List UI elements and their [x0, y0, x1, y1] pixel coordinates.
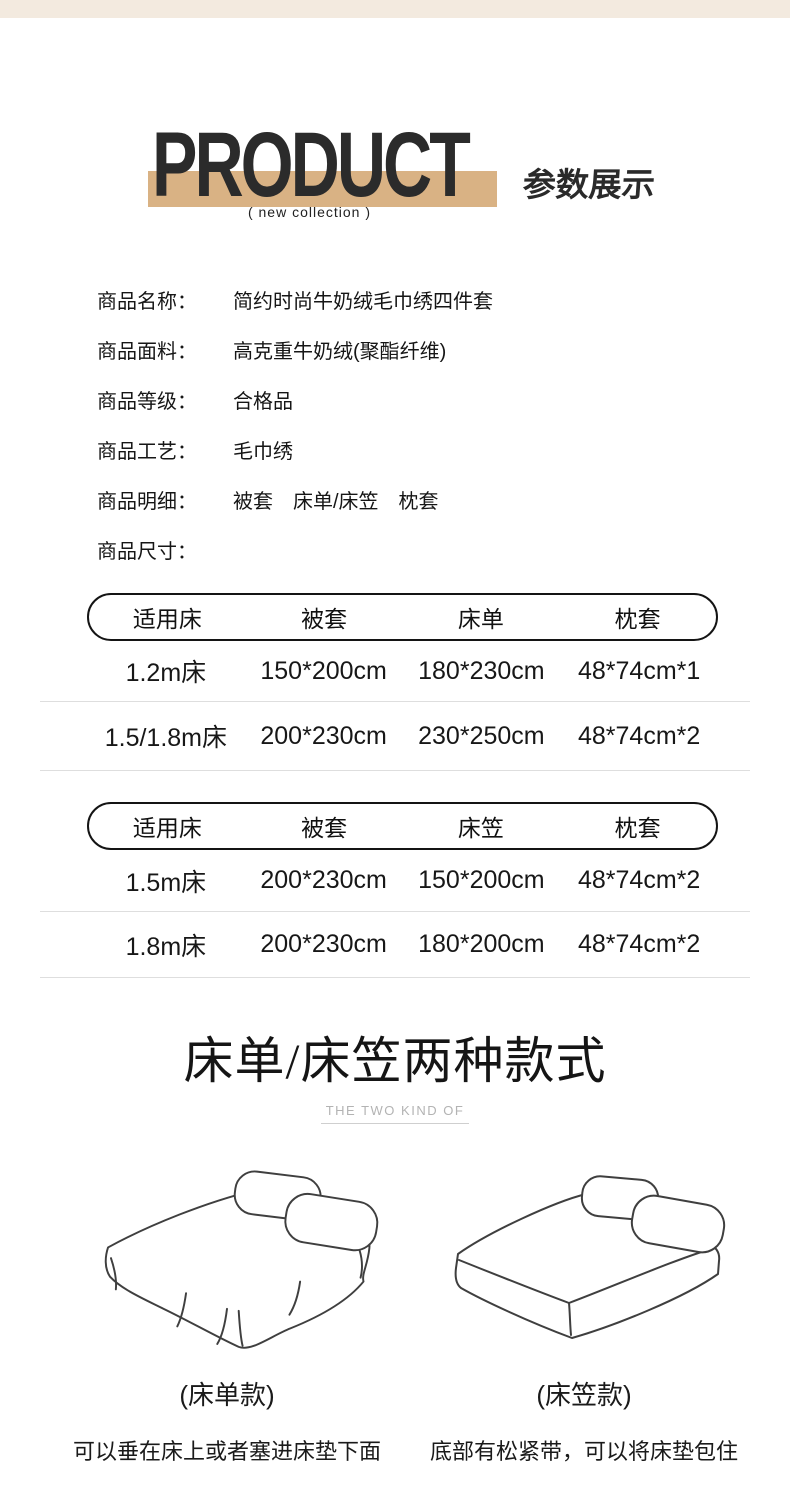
spec-row-craft: 商品工艺： 毛巾绣 — [97, 424, 790, 474]
cell: 150*200cm — [260, 656, 387, 685]
spec-row-name: 商品名称： 简约时尚牛奶绒毛巾绣四件套 — [97, 274, 790, 324]
size-table-header: 适用床 被套 床笠 枕套 — [87, 802, 718, 850]
col-header: 适用床 — [132, 815, 202, 841]
col-header: 被套 — [301, 606, 348, 632]
cell: 48*74cm*2 — [577, 930, 701, 958]
table-row: 1.5m床 200*230cm 150*200cm 48*74cm*2 — [40, 850, 750, 912]
spec-label: 商品名称： — [97, 290, 197, 313]
styles-section-subtitle: THE TWO KIND OF — [320, 1103, 470, 1124]
col-header: 枕套 — [614, 606, 661, 632]
fitted-sheet-column: (床笠款) 底部有松紧带，可以将床垫包住 — [424, 1162, 744, 1466]
fitted-sheet-description: 底部有松紧带，可以将床垫包住 — [429, 1439, 738, 1464]
col-header: 适用床 — [132, 606, 202, 632]
cell: 1.2m床 — [125, 659, 207, 687]
fitted-sheet-caption: (床笠款) — [536, 1380, 632, 1410]
page-header: PRODUCT ( new collection ) 参数展示 — [0, 114, 790, 224]
col-header: 床笠 — [457, 815, 504, 841]
cell: 200*230cm — [260, 866, 387, 894]
spec-label: 商品面料： — [97, 340, 197, 363]
spec-label: 商品工艺： — [97, 440, 197, 463]
collection-subtitle: ( new collection ) — [247, 204, 372, 220]
size-table-sheet: 适用床 被套 床单 枕套 1.2m床 150*200cm 180*230cm 4… — [40, 593, 750, 771]
size-table-fitted: 适用床 被套 床笠 枕套 1.5m床 200*230cm 150*200cm 4… — [40, 802, 750, 978]
cell: 1.5m床 — [125, 868, 207, 897]
page-title: PRODUCT — [152, 114, 471, 216]
spec-value: 高克重牛奶绒(聚酯纤维) — [233, 340, 447, 363]
cell: 200*230cm — [260, 930, 387, 958]
table-row: 1.8m床 200*230cm 180*200cm 48*74cm*2 — [40, 912, 750, 978]
spec-value: 毛巾绣 — [233, 440, 293, 463]
spec-row-grade: 商品等级： 合格品 — [97, 374, 790, 424]
cell: 230*250cm — [418, 721, 545, 750]
flat-sheet-caption: (床单款) — [179, 1380, 275, 1410]
spec-row-fabric: 商品面料： 高克重牛奶绒(聚酯纤维) — [97, 324, 790, 374]
table-row: 1.2m床 150*200cm 180*230cm 48*74cm*1 — [40, 641, 750, 702]
col-header: 被套 — [301, 815, 348, 841]
accent-underbar — [148, 171, 497, 207]
cell: 180*230cm — [418, 656, 545, 685]
cell: 200*230cm — [260, 721, 387, 750]
spec-label: 商品明细： — [97, 490, 197, 513]
style-illustrations: (床单款) 可以垂在床上或者塞进床垫下面 (床笠款) 底部有松紧带，可以将床垫包… — [0, 1162, 790, 1466]
spec-value: 被套 床单/床笠 枕套 — [233, 490, 439, 513]
cell: 48*74cm*1 — [577, 656, 701, 685]
spec-list: 商品名称： 简约时尚牛奶绒毛巾绣四件套 商品面料： 高克重牛奶绒(聚酯纤维) 商… — [97, 274, 790, 574]
spec-row-size: 商品尺寸： — [97, 524, 790, 574]
cell: 1.5/1.8m床 — [104, 724, 228, 752]
cell: 150*200cm — [418, 866, 545, 894]
spec-value: 简约时尚牛奶绒毛巾绣四件套 — [233, 290, 493, 313]
cell: 180*200cm — [418, 930, 545, 958]
styles-section-subtitle-wrap: THE TWO KIND OF — [0, 1102, 790, 1124]
table-row: 1.5/1.8m床 200*230cm 230*250cm 48*74cm*2 — [40, 702, 750, 771]
col-header: 床单 — [457, 606, 504, 632]
top-accent-strip — [0, 0, 790, 18]
flat-sheet-bed-illustration — [104, 1170, 379, 1349]
spec-label: 商品尺寸： — [97, 540, 197, 563]
styles-section-title: 床单/床笠两种款式 — [183, 1033, 607, 1089]
spec-label: 商品等级： — [97, 390, 197, 413]
col-header: 枕套 — [614, 815, 661, 841]
size-table-header: 适用床 被套 床单 枕套 — [87, 593, 718, 641]
cell: 48*74cm*2 — [577, 721, 701, 750]
product-wordmark: PRODUCT ( new collection ) — [148, 114, 497, 220]
spec-row-detail: 商品明细： 被套 床单/床笠 枕套 — [97, 474, 790, 524]
cell: 1.8m床 — [125, 932, 207, 961]
flat-sheet-description: 可以垂在床上或者塞进床垫下面 — [72, 1439, 381, 1464]
flat-sheet-column: (床单款) 可以垂在床上或者塞进床垫下面 — [30, 1162, 424, 1466]
fitted-sheet-bed-illustration — [454, 1175, 726, 1339]
cell: 48*74cm*2 — [577, 866, 701, 894]
params-label: 参数展示 — [521, 166, 657, 203]
spec-value: 合格品 — [233, 390, 293, 413]
